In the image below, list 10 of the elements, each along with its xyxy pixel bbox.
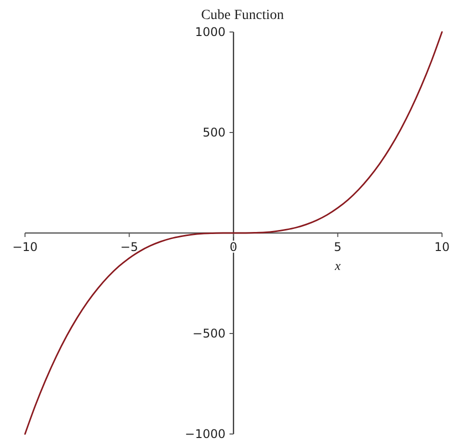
chart-title: Cube Function	[201, 8, 284, 23]
x-tick-label: −10	[12, 240, 38, 254]
y-tick-label: 500	[202, 126, 226, 140]
x-tick-label: 10	[434, 240, 450, 254]
y-tick-label: 1000	[194, 25, 226, 40]
y-tick-label: −500	[192, 326, 226, 341]
y-tick-label: −1000	[184, 427, 226, 442]
x-axis-title: x	[334, 258, 341, 273]
x-tick-label: −5	[120, 240, 138, 254]
x-tick-label: 5	[334, 240, 342, 254]
